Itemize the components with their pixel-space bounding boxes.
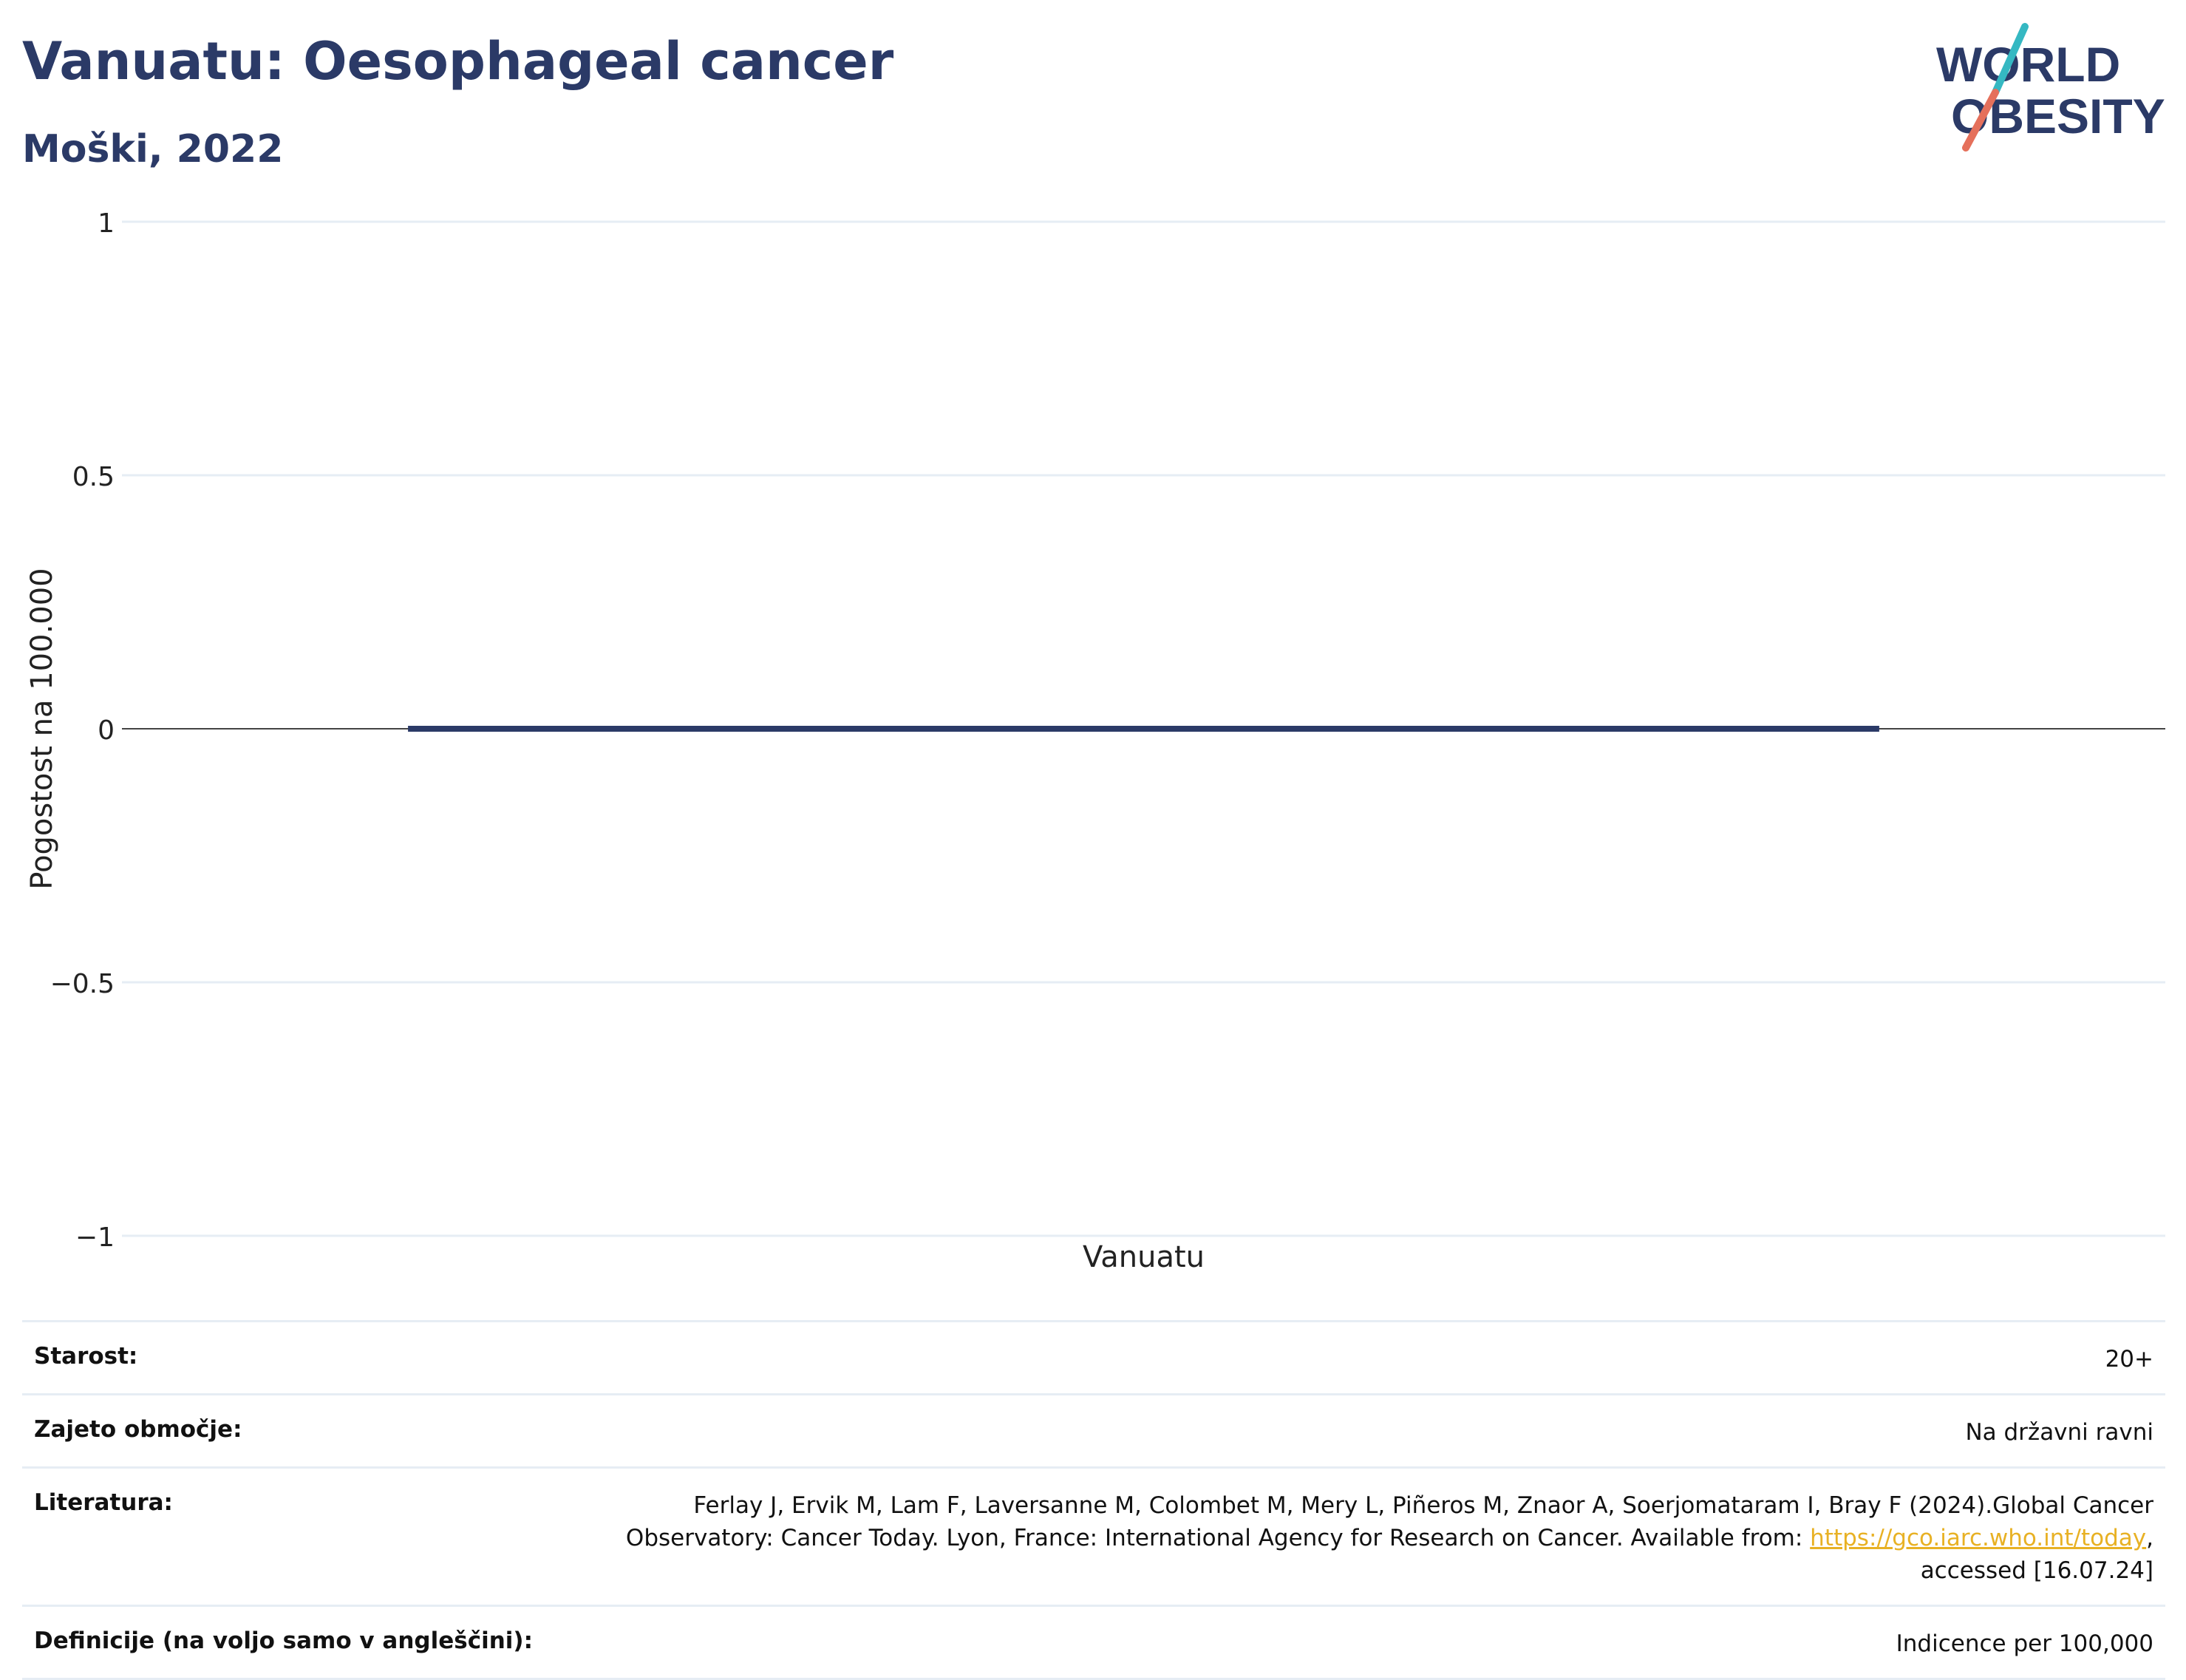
y-axis-ticks: 1 0.5 0 −0.5 −1 <box>50 208 115 1253</box>
bar[interactable] <box>408 726 1879 732</box>
references-value: Ferlay J, Ervik M, Lam F, Laversanne M, … <box>565 1489 2153 1587</box>
meta-row-coverage: Zajeto območje: Na državni ravni <box>22 1393 2165 1466</box>
y-tick-label: −0.5 <box>50 969 115 999</box>
world-obesity-logo: WORLD OBESITY <box>1936 23 2165 152</box>
definitions-value: Indicence per 100,000 <box>1896 1630 2153 1657</box>
y-axis-label: Pogostost na 100.000 <box>25 568 59 889</box>
metadata-table: Starost: 20+ Zajeto območje: Na državni … <box>22 1320 2165 1680</box>
logo-line1: WORLD <box>1936 37 2120 92</box>
chart-bars <box>408 726 1879 732</box>
y-tick-label: −1 <box>75 1222 115 1253</box>
meta-row-age: Starost: 20+ <box>22 1320 2165 1393</box>
references-label: Literatura: <box>34 1489 173 1516</box>
definitions-label: Definicije (na voljo samo v angleščini): <box>34 1628 533 1654</box>
bar-chart: 1 0.5 0 −0.5 −1 Vanuatu Pogostost na 100.000 <box>25 208 2165 1274</box>
logo-slash-top <box>1992 23 2029 96</box>
coverage-label: Zajeto območje: <box>34 1416 242 1443</box>
references-accessed: , accessed [16.07.24] <box>1920 1525 2153 1584</box>
meta-row-definitions: Definicije (na voljo samo v angleščini):… <box>22 1605 2165 1680</box>
page-title: Vanuatu: Oesophageal cancer <box>22 31 894 92</box>
references-link[interactable]: https://gco.iarc.who.int/today <box>1810 1525 2147 1551</box>
age-label: Starost: <box>34 1343 138 1370</box>
x-axis-ticks: Vanuatu <box>1083 1240 1205 1274</box>
references-text: Ferlay J, Ervik M, Lam F, Laversanne M, … <box>625 1492 2153 1551</box>
x-tick-label: Vanuatu <box>1083 1240 1205 1274</box>
coverage-value: Na državni ravni <box>1965 1419 2153 1446</box>
y-tick-label: 0.5 <box>72 462 115 492</box>
page-subtitle: Moški, 2022 <box>22 127 284 171</box>
y-tick-label: 0 <box>98 715 115 746</box>
logo-slash-bottom <box>1962 89 1999 152</box>
meta-row-references: Literatura: Ferlay J, Ervik M, Lam F, La… <box>22 1466 2165 1605</box>
y-tick-label: 1 <box>98 208 115 239</box>
age-value: 20+ <box>2105 1346 2153 1373</box>
